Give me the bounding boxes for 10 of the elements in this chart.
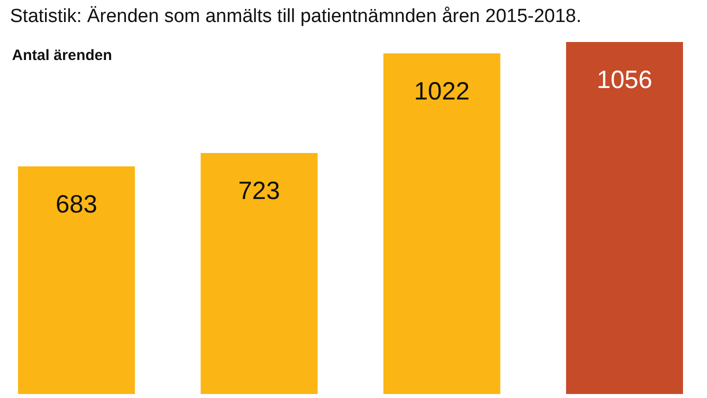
data-label: 723 (238, 177, 280, 205)
y-axis-title: Antal ärenden (12, 47, 112, 64)
bar (566, 42, 683, 394)
bar (200, 153, 318, 394)
data-label: 1022 (414, 77, 470, 106)
chart-title: Statistik: Ärenden som anmälts till patientnämnden åren 2015-2018. (10, 6, 582, 27)
bar (383, 53, 500, 394)
data-label: 683 (56, 190, 98, 218)
bar (18, 166, 135, 394)
data-label: 1056 (596, 66, 652, 94)
